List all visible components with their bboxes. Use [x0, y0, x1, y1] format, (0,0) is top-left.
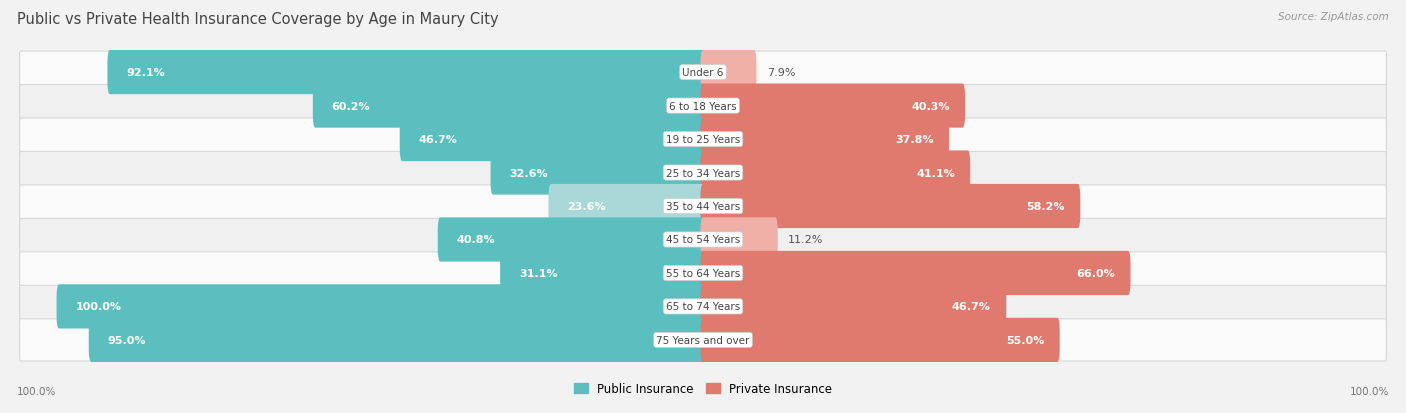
FancyBboxPatch shape — [399, 118, 706, 162]
Text: 65 to 74 Years: 65 to 74 Years — [666, 301, 740, 312]
Text: 75 Years and over: 75 Years and over — [657, 335, 749, 345]
FancyBboxPatch shape — [56, 285, 706, 329]
FancyBboxPatch shape — [548, 185, 706, 228]
Text: 23.6%: 23.6% — [567, 202, 606, 211]
FancyBboxPatch shape — [20, 152, 1386, 194]
FancyBboxPatch shape — [20, 319, 1386, 361]
FancyBboxPatch shape — [20, 119, 1386, 161]
FancyBboxPatch shape — [312, 84, 706, 128]
Text: 37.8%: 37.8% — [896, 135, 934, 145]
FancyBboxPatch shape — [20, 286, 1386, 328]
Text: 55.0%: 55.0% — [1007, 335, 1045, 345]
Text: 45 to 54 Years: 45 to 54 Years — [666, 235, 740, 245]
FancyBboxPatch shape — [700, 185, 1080, 228]
FancyBboxPatch shape — [700, 251, 1130, 295]
Text: 46.7%: 46.7% — [952, 301, 991, 312]
FancyBboxPatch shape — [20, 219, 1386, 261]
FancyBboxPatch shape — [20, 252, 1386, 294]
FancyBboxPatch shape — [700, 84, 965, 128]
FancyBboxPatch shape — [700, 218, 778, 262]
Text: 32.6%: 32.6% — [509, 168, 548, 178]
Text: 95.0%: 95.0% — [107, 335, 146, 345]
Text: 46.7%: 46.7% — [419, 135, 457, 145]
Text: 66.0%: 66.0% — [1077, 268, 1115, 278]
Text: 100.0%: 100.0% — [1350, 387, 1389, 396]
Legend: Public Insurance, Private Insurance: Public Insurance, Private Insurance — [574, 382, 832, 395]
Text: Under 6: Under 6 — [682, 68, 724, 78]
Text: 40.8%: 40.8% — [457, 235, 495, 245]
Text: 55 to 64 Years: 55 to 64 Years — [666, 268, 740, 278]
FancyBboxPatch shape — [20, 52, 1386, 94]
Text: 35 to 44 Years: 35 to 44 Years — [666, 202, 740, 211]
Text: 60.2%: 60.2% — [332, 101, 370, 112]
Text: 11.2%: 11.2% — [787, 235, 824, 245]
Text: 100.0%: 100.0% — [76, 301, 121, 312]
FancyBboxPatch shape — [20, 85, 1386, 127]
Text: 6 to 18 Years: 6 to 18 Years — [669, 101, 737, 112]
FancyBboxPatch shape — [700, 118, 949, 162]
Text: Public vs Private Health Insurance Coverage by Age in Maury City: Public vs Private Health Insurance Cover… — [17, 12, 499, 27]
FancyBboxPatch shape — [20, 185, 1386, 228]
FancyBboxPatch shape — [700, 151, 970, 195]
Text: 41.1%: 41.1% — [915, 168, 955, 178]
Text: 19 to 25 Years: 19 to 25 Years — [666, 135, 740, 145]
FancyBboxPatch shape — [501, 251, 706, 295]
Text: 31.1%: 31.1% — [519, 268, 557, 278]
Text: 7.9%: 7.9% — [766, 68, 796, 78]
FancyBboxPatch shape — [89, 318, 706, 362]
Text: 100.0%: 100.0% — [17, 387, 56, 396]
FancyBboxPatch shape — [700, 285, 1007, 329]
Text: 92.1%: 92.1% — [127, 68, 165, 78]
FancyBboxPatch shape — [437, 218, 706, 262]
Text: 25 to 34 Years: 25 to 34 Years — [666, 168, 740, 178]
FancyBboxPatch shape — [491, 151, 706, 195]
Text: 40.3%: 40.3% — [911, 101, 949, 112]
Text: 58.2%: 58.2% — [1026, 202, 1064, 211]
FancyBboxPatch shape — [107, 51, 706, 95]
FancyBboxPatch shape — [700, 51, 756, 95]
FancyBboxPatch shape — [700, 318, 1060, 362]
Text: Source: ZipAtlas.com: Source: ZipAtlas.com — [1278, 12, 1389, 22]
